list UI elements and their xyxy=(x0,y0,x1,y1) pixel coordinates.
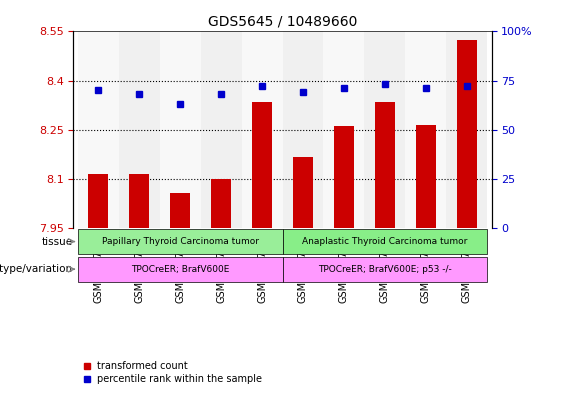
Bar xyxy=(170,193,190,228)
Bar xyxy=(241,31,282,228)
Bar xyxy=(129,174,149,228)
Text: Anaplastic Thyroid Carcinoma tumor: Anaplastic Thyroid Carcinoma tumor xyxy=(302,237,468,246)
FancyBboxPatch shape xyxy=(77,229,282,254)
FancyBboxPatch shape xyxy=(77,257,282,281)
Bar xyxy=(77,31,119,228)
Bar xyxy=(416,125,436,228)
Bar xyxy=(324,31,364,228)
Bar xyxy=(159,31,201,228)
Bar xyxy=(375,102,396,228)
Bar xyxy=(88,174,108,228)
Bar xyxy=(201,31,241,228)
Text: TPOCreER; BrafV600E; p53 -/-: TPOCreER; BrafV600E; p53 -/- xyxy=(318,264,452,274)
Bar xyxy=(293,158,313,228)
Bar xyxy=(457,40,477,228)
Bar xyxy=(119,31,159,228)
Text: tissue: tissue xyxy=(41,237,73,246)
Text: Papillary Thyroid Carcinoma tumor: Papillary Thyroid Carcinoma tumor xyxy=(102,237,259,246)
Title: GDS5645 / 10489660: GDS5645 / 10489660 xyxy=(208,15,357,29)
Bar xyxy=(334,126,354,228)
Bar xyxy=(364,31,406,228)
Bar xyxy=(252,102,272,228)
Text: genotype/variation: genotype/variation xyxy=(0,264,73,274)
FancyBboxPatch shape xyxy=(282,229,488,254)
Bar xyxy=(211,179,231,228)
Bar xyxy=(282,31,324,228)
Bar xyxy=(446,31,488,228)
FancyBboxPatch shape xyxy=(282,257,488,281)
Legend: transformed count, percentile rank within the sample: transformed count, percentile rank withi… xyxy=(79,358,266,388)
Text: TPOCreER; BrafV600E: TPOCreER; BrafV600E xyxy=(131,264,229,274)
Bar xyxy=(406,31,446,228)
